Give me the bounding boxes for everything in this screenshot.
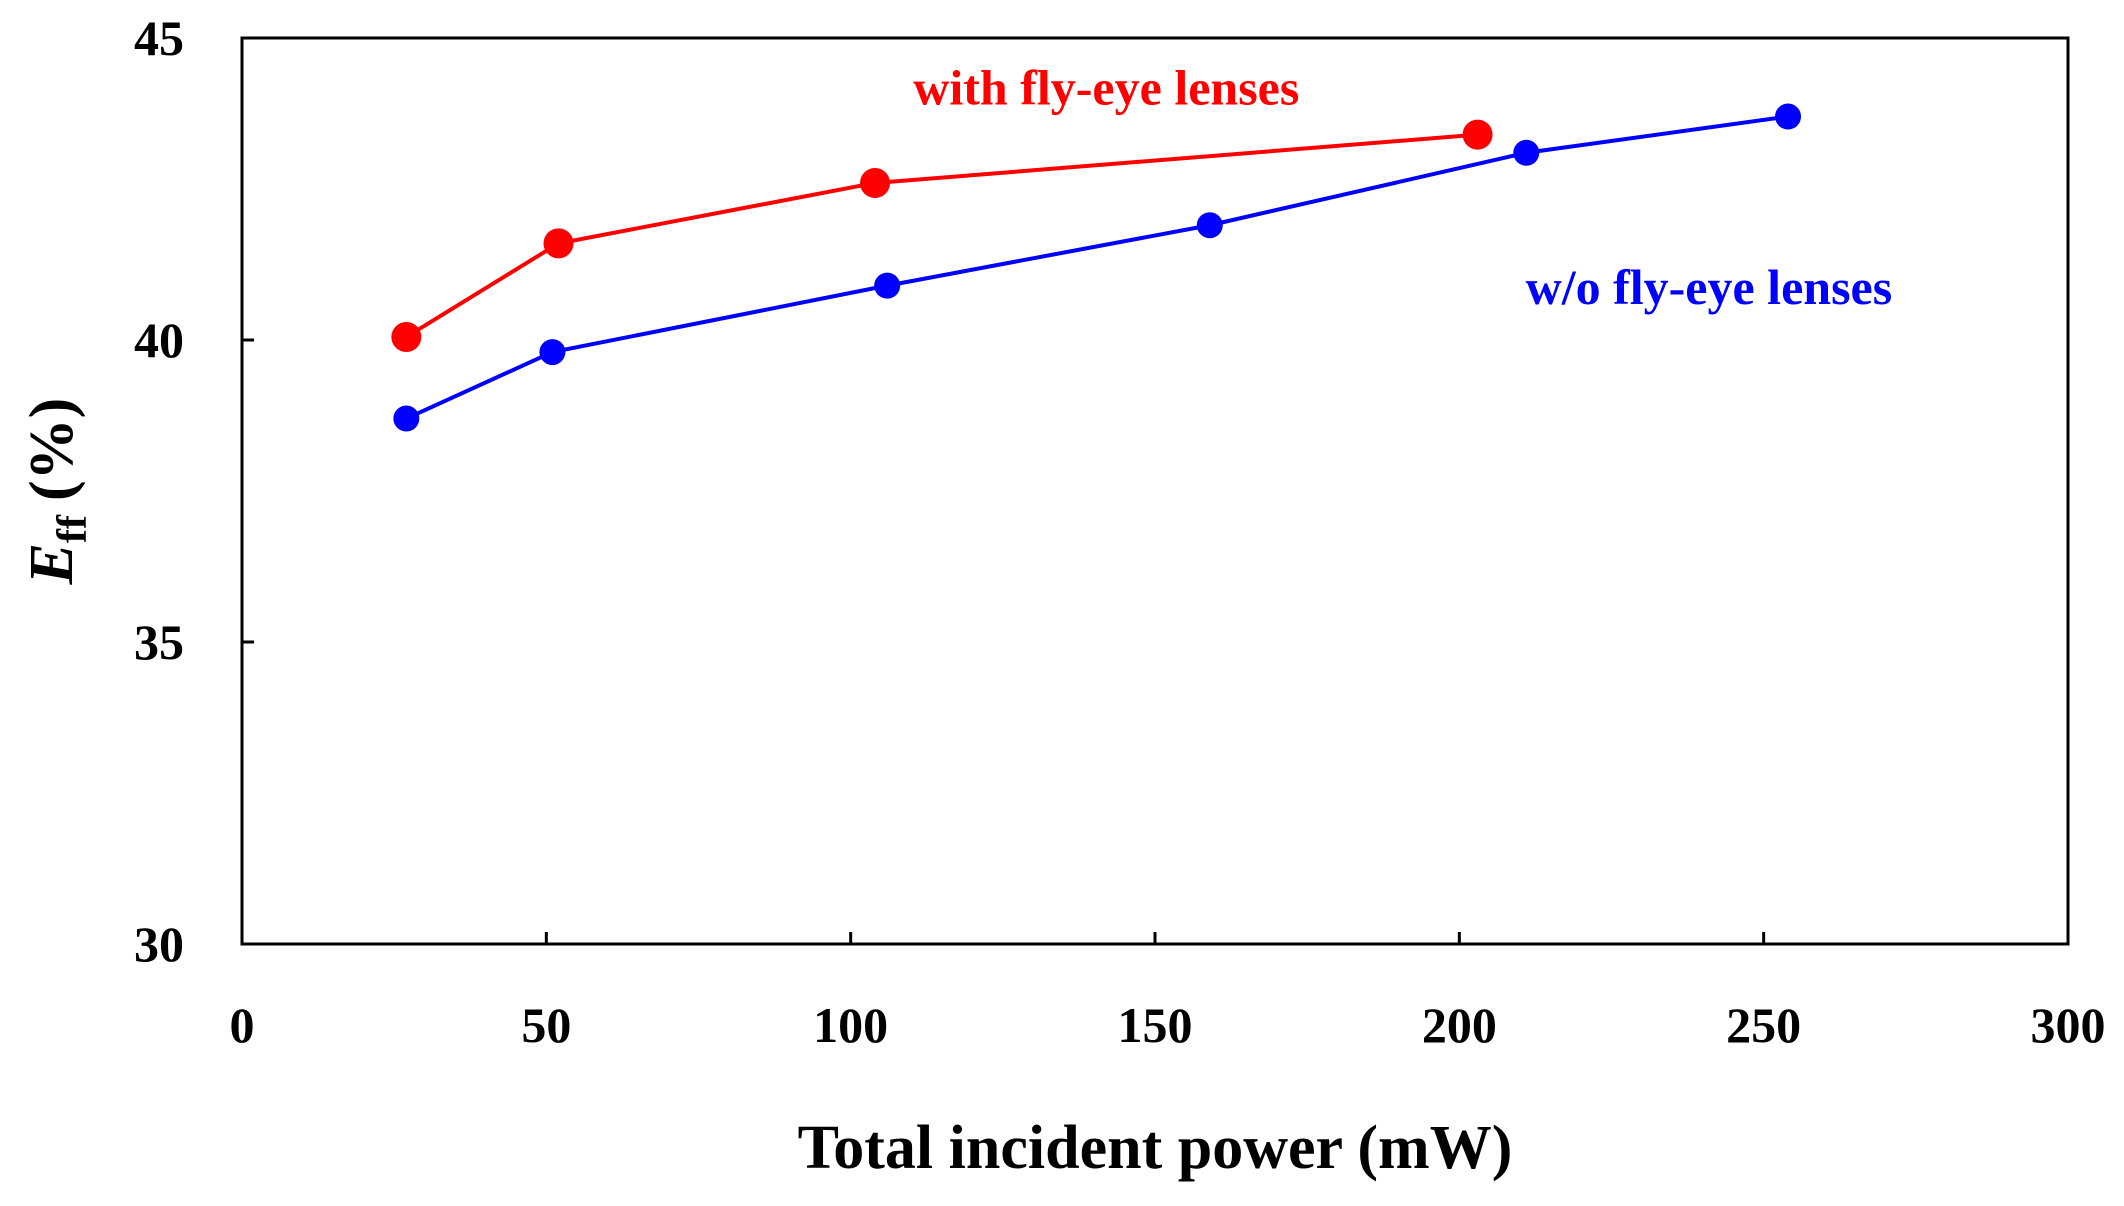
series-layer [391, 103, 1802, 432]
data-point [543, 228, 574, 259]
series-line [405, 132, 1478, 339]
x-tick-label: 300 [2031, 997, 2106, 1053]
data-point [1462, 119, 1493, 150]
series-with-fly-eye [391, 119, 1493, 352]
x-axis-ticks: 0 50 100 150 200 250 300 [230, 932, 2106, 1053]
data-point [1775, 103, 1802, 130]
y-tick-label: 30 [134, 916, 184, 972]
annotation-layer: with fly-eye lenses w/o fly-eye lenses [913, 59, 1892, 314]
y-axis-title-main: E [18, 543, 86, 585]
data-point [860, 167, 891, 198]
data-point [1196, 212, 1223, 239]
y-axis-title: Eff (%) [18, 398, 96, 586]
x-tick-label: 150 [1118, 997, 1193, 1053]
y-tick-label: 40 [134, 312, 184, 368]
x-axis-title: Total incident power (mW) [798, 1114, 1513, 1182]
series-line [405, 114, 1789, 421]
data-point [1513, 139, 1540, 166]
annotation-without-fly-eye: w/o fly-eye lenses [1526, 259, 1893, 315]
y-axis-title-subscript: ff [50, 514, 96, 543]
plot-frame [240, 36, 2070, 946]
y-axis-title-unit: (%) [18, 398, 86, 501]
x-tick-label: 100 [813, 997, 888, 1053]
x-tick-label: 200 [1422, 997, 1497, 1053]
y-tick-label: 35 [134, 614, 184, 670]
data-point [393, 405, 420, 432]
y-axis-ticks: 30 35 40 45 [134, 10, 254, 972]
x-tick-label: 250 [1726, 997, 1801, 1053]
annotation-with-fly-eye: with fly-eye lenses [913, 59, 1299, 115]
series-without-fly-eye [393, 103, 1802, 432]
data-point [391, 321, 422, 352]
data-point [874, 272, 901, 299]
y-tick-label: 45 [134, 10, 184, 66]
x-tick-label: 50 [521, 997, 571, 1053]
data-point [539, 339, 566, 366]
x-tick-label: 0 [230, 997, 255, 1053]
